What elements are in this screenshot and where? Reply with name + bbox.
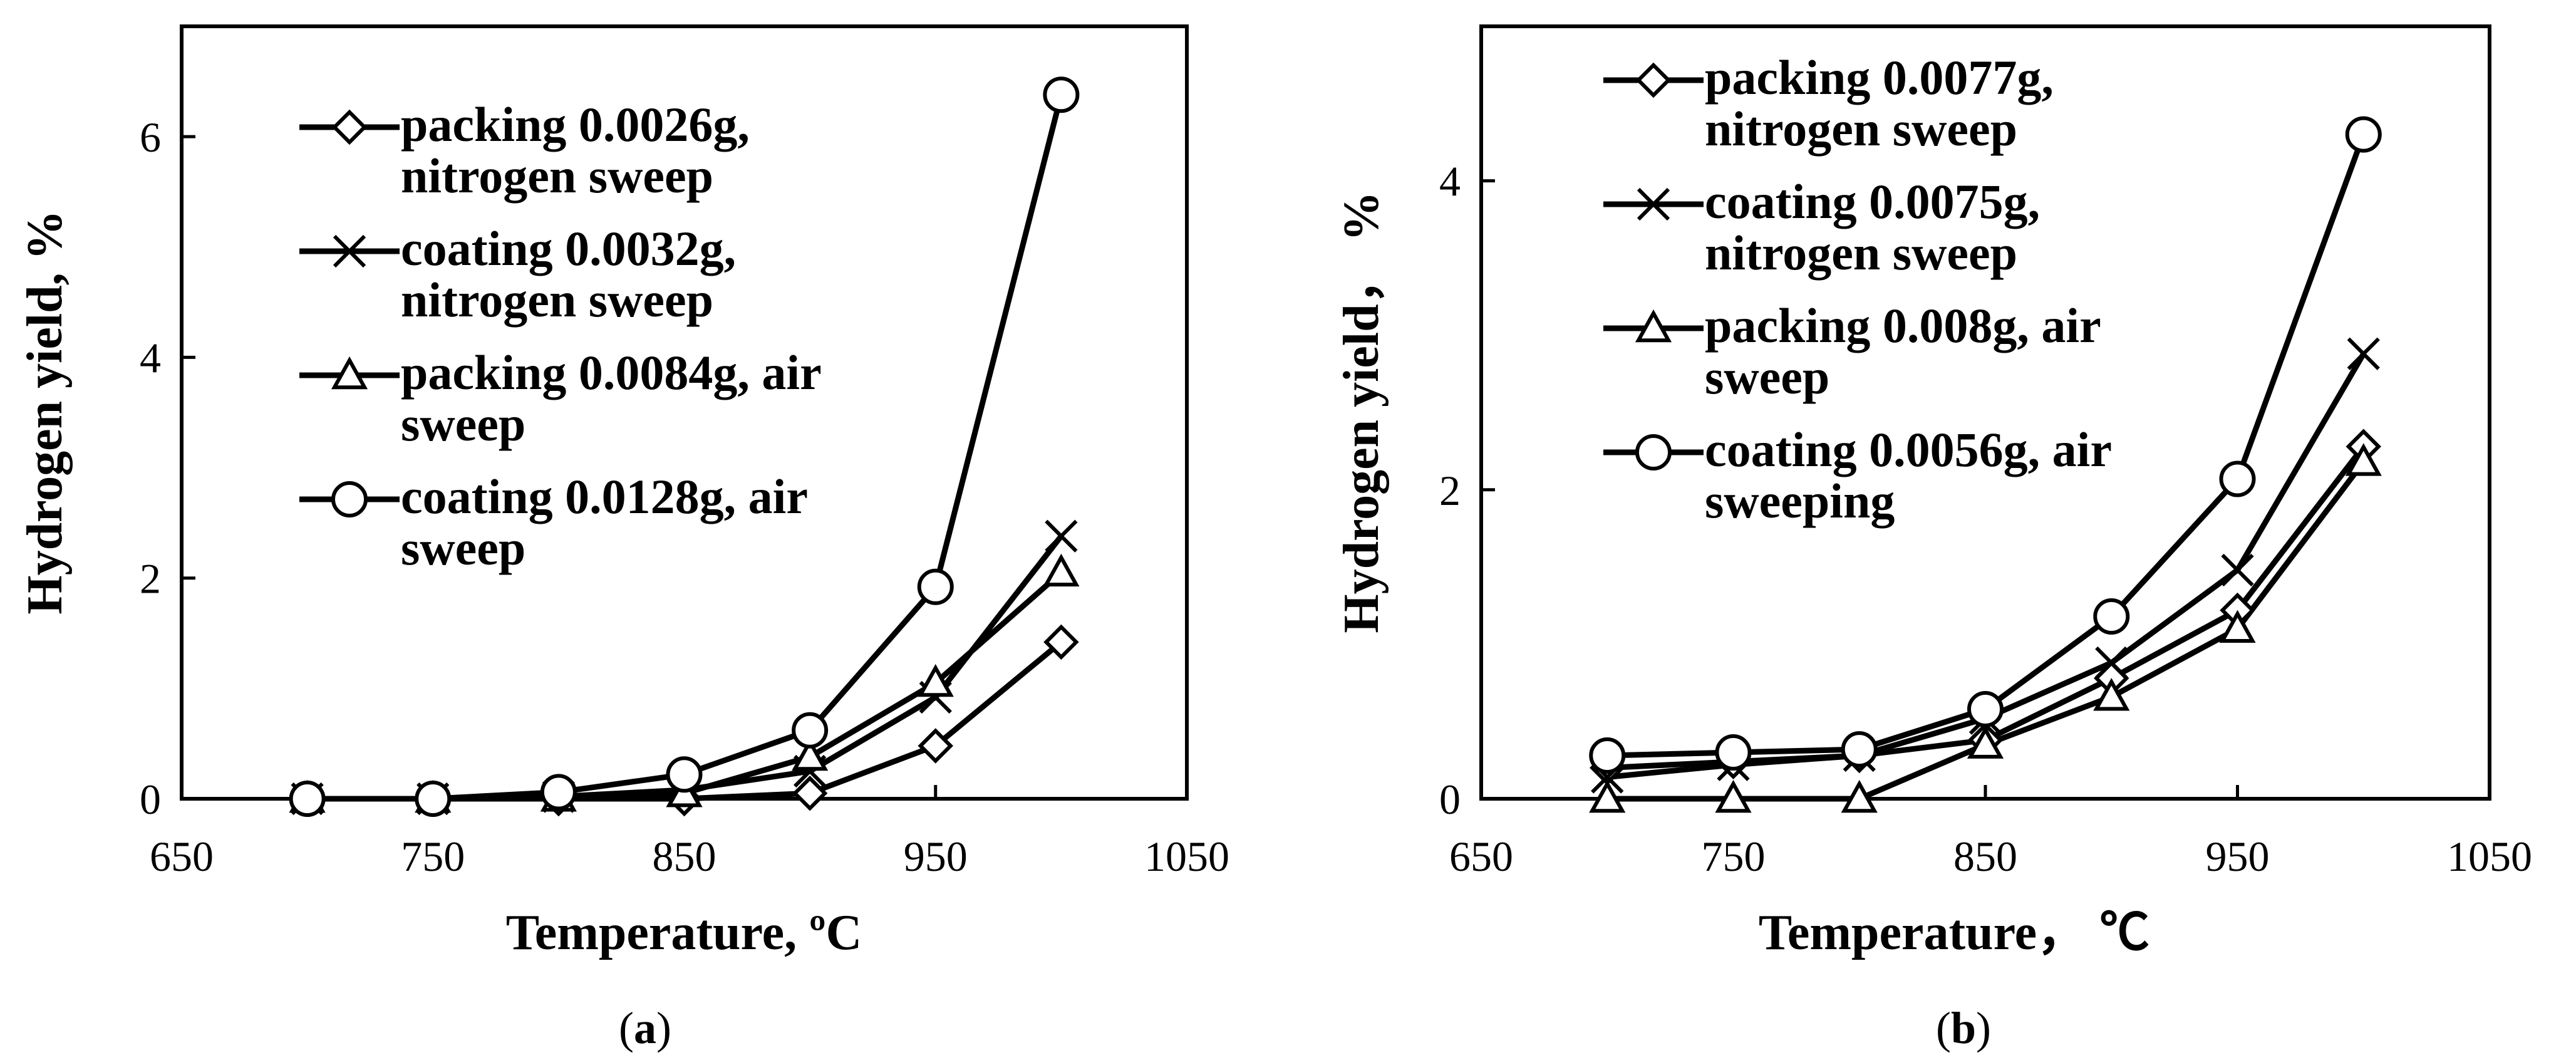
chart1-series-2-point <box>2219 610 2256 643</box>
chart0-legend-3-marker <box>331 481 368 517</box>
chart1-series-1-point <box>2347 337 2380 370</box>
chart1-ytick-label: 4 <box>1439 158 1461 205</box>
chart0-legend-0-text: packing 0.0026g, <box>401 97 750 152</box>
chart0-series-2-point <box>917 663 954 697</box>
chart0-legend-0-marker <box>331 109 368 145</box>
chart0-xtick-label: 750 <box>401 833 465 880</box>
chart1-legend-1-marker-stroke2 <box>1637 187 1670 221</box>
panel-caption-a: (a) <box>619 1003 671 1053</box>
chart0-ytick-label: 2 <box>140 555 161 603</box>
chart1-series-1-point-stroke2 <box>2347 337 2380 370</box>
chart1-series-2-point <box>1715 779 1752 813</box>
chart0-series-2-point <box>792 737 829 771</box>
chart0-ytick-label: 6 <box>140 113 161 161</box>
chart0-legend-3-text: sweep <box>401 521 525 575</box>
chart1-legend-2-marker <box>1635 309 1672 343</box>
chart0-legend-1-text: coating 0.0032g, <box>401 221 736 276</box>
chart0-xtick-label: 850 <box>653 833 716 880</box>
chart1-series-2-point <box>1967 725 2004 759</box>
chart0-xtick-label: 1050 <box>1144 833 1229 880</box>
chart1-legend-3-marker <box>1635 434 1672 470</box>
chart0-series-3-point <box>415 781 452 817</box>
chart1-legend-3-text: coating 0.0056g, air <box>1705 422 2112 477</box>
chart-panel-b: 0 2 4 650 750 850 950 1050 Temperature， ℃ Hydroge… <box>1334 24 2532 960</box>
chart1-series-3-point <box>2345 116 2382 153</box>
chart0-series-3-point <box>289 781 326 817</box>
chart1-series-3-point <box>2093 598 2130 635</box>
chart1-series-1-point <box>2221 553 2254 587</box>
chart1-legend-1-marker <box>1637 187 1670 221</box>
chart0-legend-3-text: coating 0.0128g, air <box>401 469 808 524</box>
chart1-series-2-point <box>1589 779 1626 813</box>
chart0-series-1-point-stroke2 <box>1045 519 1078 553</box>
chart0-series-3-point <box>666 756 703 793</box>
chart1-ytick-label: 0 <box>1439 776 1461 823</box>
chart0-y-axis-label: Hydrogen yield, % <box>18 210 73 614</box>
chart0-legend-0-text: nitrogen sweep <box>401 148 713 203</box>
chart0-xtick-label: 950 <box>904 833 968 880</box>
chart1-xtick-label: 950 <box>2206 833 2270 880</box>
chart0-legend-2-text: packing 0.0084g, air <box>401 345 822 400</box>
chart1-legend-1-text: nitrogen sweep <box>1705 226 2017 280</box>
chart0-ytick-label: 0 <box>140 776 161 823</box>
chart0-legend-2-marker <box>331 356 368 390</box>
panel-caption-b: (b) <box>1936 1003 1991 1053</box>
chart-panel-a: 0 2 4 6 650 750 850 950 1050 Temperature, ºC Hydro… <box>18 24 1229 960</box>
chart1-series-1-point-stroke2 <box>2221 553 2254 587</box>
chart1-legend-1-text: coating 0.0075g, <box>1705 174 2040 229</box>
chart1-series-2-point <box>1841 779 1878 813</box>
chart0-series-0-point <box>918 728 953 764</box>
chart0-series-0-point <box>1043 624 1079 660</box>
chart1-y-axis-label: Hydrogen yield， % <box>1334 191 1389 633</box>
chart1-series-2-point <box>2093 678 2130 711</box>
panel-caption-b-letter: b <box>1951 1003 1976 1053</box>
chart1-x-axis-label: Temperature， ℃ <box>1759 905 2149 960</box>
chart0-legend-1-text: nitrogen sweep <box>401 273 713 327</box>
chart1-legend-3-text: sweeping <box>1705 474 1895 528</box>
chart1-series-3-point <box>1715 734 1752 771</box>
chart1-ytick-label: 2 <box>1439 467 1461 514</box>
chart1-legend-0-text: packing 0.0077g, <box>1705 50 2054 105</box>
chart0-series-1-point <box>1045 519 1078 553</box>
panel-caption-a-letter: a <box>634 1003 656 1053</box>
chart1-legend-0-marker <box>1635 62 1672 98</box>
chart1-series-2-point <box>2345 443 2382 476</box>
chart0-legend-1-marker-stroke2 <box>333 234 366 268</box>
chart0-legend-2-text: sweep <box>401 397 525 451</box>
chart1-xtick-label: 650 <box>1449 833 1513 880</box>
chart0-series-0-point <box>792 775 828 811</box>
chart1-series-3-point <box>1967 690 2004 727</box>
chart1-xtick-label: 750 <box>1702 833 1766 880</box>
chart1-xtick-label: 1050 <box>2447 833 2532 880</box>
chart1-legend-0-text: nitrogen sweep <box>1705 101 2017 156</box>
chart1-legend-2-text: sweep <box>1705 350 1829 404</box>
chart0-x-axis-label: Temperature, ºC <box>506 905 862 960</box>
chart1-legend-2-text: packing 0.008g, air <box>1705 298 2101 353</box>
chart0-xtick-label: 650 <box>150 833 214 880</box>
chart0-series-2-point <box>1043 553 1080 587</box>
chart0-legend-1-marker <box>333 234 366 268</box>
chart1-series-3-point <box>1841 731 1878 768</box>
chart1-series-1-point <box>2095 646 2128 680</box>
chart0-series-3-point <box>1043 76 1080 113</box>
chart1-series-3-point <box>2219 460 2256 497</box>
chart0-ytick-label: 4 <box>140 334 161 382</box>
chart0-series-3-point <box>792 712 829 749</box>
chart1-series-1-point-stroke2 <box>2095 646 2128 680</box>
chart1-xtick-label: 850 <box>1953 833 2017 880</box>
chart0-series-3-point <box>540 774 577 811</box>
chart0-series-3-point <box>917 568 954 605</box>
chart1-series-3-point <box>1589 737 1626 774</box>
